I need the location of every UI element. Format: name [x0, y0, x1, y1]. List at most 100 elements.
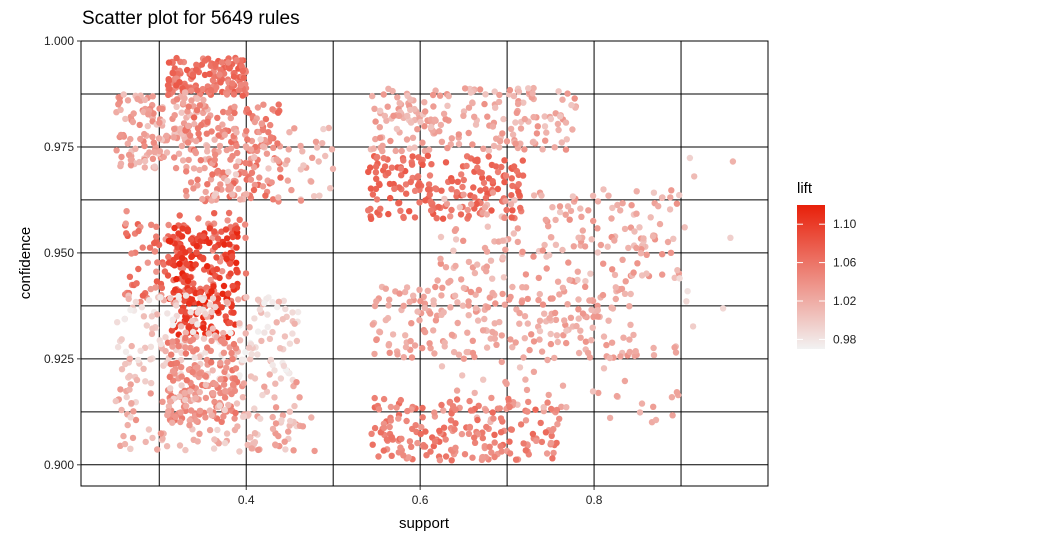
- scatter-point: [269, 361, 276, 369]
- scatter-point: [452, 406, 459, 413]
- scatter-point: [498, 332, 505, 339]
- scatter-point: [281, 333, 289, 340]
- scatter-point: [272, 404, 280, 411]
- scatter-point: [196, 388, 203, 396]
- scatter-point: [553, 439, 560, 447]
- scatter-point: [233, 225, 241, 232]
- scatter-point: [123, 393, 130, 401]
- scatter-point: [132, 416, 140, 424]
- scatter-point: [141, 157, 149, 165]
- scatter-point: [395, 415, 402, 422]
- scatter-point: [517, 125, 525, 132]
- scatter-point: [194, 438, 201, 445]
- scatter-point: [271, 394, 278, 401]
- scatter-point: [589, 192, 597, 199]
- scatter-point: [176, 260, 183, 267]
- scatter-point: [149, 133, 156, 141]
- scatter-point: [538, 348, 546, 355]
- scatter-point: [258, 120, 266, 127]
- scatter-point: [484, 113, 491, 120]
- scatter-point: [457, 211, 465, 218]
- scatter-point: [126, 273, 134, 280]
- scatter-point: [165, 259, 173, 266]
- scatter-point: [630, 331, 637, 339]
- scatter-point: [182, 402, 190, 410]
- scatter-point: [206, 225, 213, 232]
- scatter-point: [606, 414, 614, 422]
- scatter-point: [175, 292, 182, 300]
- scatter-point: [438, 138, 446, 145]
- scatter-point: [595, 389, 602, 397]
- scatter-point: [469, 141, 476, 148]
- scatter-point: [484, 223, 491, 230]
- scatter-point: [218, 304, 225, 311]
- scatter-point: [136, 121, 143, 129]
- scatter-point: [440, 309, 447, 316]
- scatter-point: [227, 184, 235, 191]
- scatter-point: [542, 216, 549, 223]
- scatter-point: [285, 428, 292, 435]
- scatter-point: [424, 152, 432, 159]
- scatter-point: [327, 185, 334, 192]
- scatter-point: [509, 283, 516, 291]
- scatter-point: [394, 94, 401, 101]
- scatter-point: [548, 427, 555, 435]
- scatter-point: [440, 407, 447, 414]
- scatter-point: [397, 396, 404, 404]
- scatter-point: [229, 282, 236, 290]
- scatter-point: [542, 137, 549, 144]
- scatter-point: [181, 396, 189, 404]
- scatter-point: [287, 417, 294, 425]
- scatter-point: [430, 103, 437, 110]
- scatter-point: [431, 438, 439, 445]
- scatter-point: [145, 426, 153, 433]
- scatter-point: [450, 247, 457, 254]
- scatter-point: [612, 295, 619, 303]
- scatter-point: [445, 279, 452, 286]
- scatter-point: [438, 401, 445, 409]
- scatter-point: [400, 157, 407, 164]
- scatter-point: [274, 303, 281, 311]
- scatter-point: [242, 270, 250, 277]
- scatter-point: [684, 288, 691, 295]
- scatter-point: [499, 290, 506, 298]
- scatter-point: [206, 301, 214, 308]
- scatter-point: [455, 140, 463, 148]
- scatter-point: [436, 92, 444, 99]
- scatter-point: [247, 146, 255, 153]
- scatter-point: [236, 320, 243, 327]
- scatter-point: [529, 90, 536, 97]
- scatter-point: [235, 296, 242, 303]
- scatter-point: [209, 295, 217, 302]
- scatter-point: [541, 113, 548, 120]
- scatter-point: [147, 390, 154, 397]
- scatter-point: [673, 200, 681, 207]
- scatter-point: [153, 223, 160, 230]
- scatter-point: [186, 422, 193, 429]
- scatter-point: [483, 268, 490, 275]
- scatter-point: [541, 123, 549, 130]
- scatter-point: [209, 325, 216, 332]
- scatter-point: [471, 269, 479, 277]
- scatter-point: [472, 291, 479, 298]
- scatter-point: [232, 163, 240, 170]
- scatter-point: [652, 416, 660, 424]
- scatter-point: [165, 253, 172, 261]
- scatter-point: [166, 85, 173, 93]
- scatter-point: [221, 387, 229, 395]
- scatter-point: [157, 430, 165, 437]
- scatter-point: [194, 364, 201, 371]
- scatter-point: [256, 174, 263, 181]
- scatter-point: [151, 248, 159, 255]
- scatter-point: [564, 301, 571, 308]
- scatter-point: [481, 100, 488, 108]
- scatter-point: [589, 324, 596, 331]
- scatter-point: [186, 417, 193, 424]
- scatter-point: [496, 91, 503, 99]
- scatter-point: [275, 194, 282, 201]
- scatter-point: [554, 338, 561, 346]
- scatter-point: [149, 325, 156, 332]
- scatter-point: [508, 192, 515, 199]
- scatter-point: [196, 102, 204, 109]
- scatter-point: [166, 373, 173, 381]
